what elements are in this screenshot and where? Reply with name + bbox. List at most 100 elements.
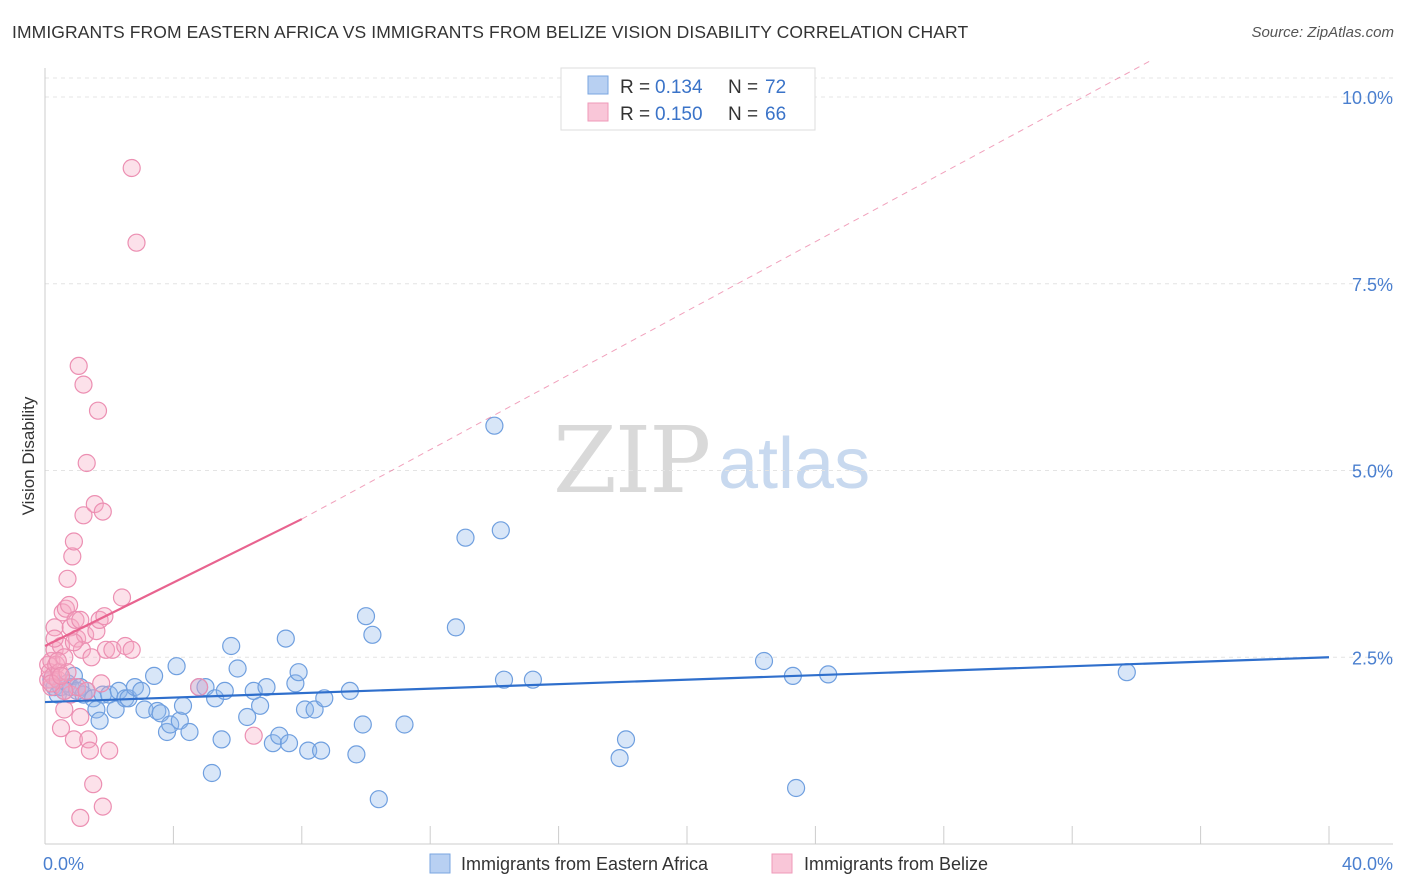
belize-trend-line: [44, 518, 303, 648]
eastern-africa-point-39: [222, 636, 241, 656]
eastern-africa-point-69: [610, 748, 629, 768]
eastern-africa-point-29: [167, 657, 186, 676]
legend-n-label-1: N =: [728, 77, 758, 98]
eastern-africa-point-50: [289, 663, 308, 682]
belize-point-17: [58, 569, 77, 588]
y-tick-label-2: 7.5%: [1352, 275, 1393, 295]
eastern-africa-point-46: [270, 726, 289, 745]
eastern-africa-point-63: [446, 618, 465, 637]
y-axis-title: Vision Disability: [19, 396, 38, 515]
eastern-africa-point-71: [754, 651, 774, 671]
eastern-africa-point-70: [616, 730, 636, 749]
belize-point-64: [42, 674, 61, 693]
legend-n-value-2: 66: [765, 104, 786, 125]
eastern-africa-point-40: [228, 659, 247, 678]
watermark: ZIP atlas: [553, 407, 870, 514]
chart-source: Source: ZipAtlas.com: [1251, 24, 1394, 41]
belize-point-39: [82, 648, 101, 667]
eastern-africa-point-49: [286, 674, 305, 693]
belize-point-30: [71, 707, 90, 727]
eastern-africa-point-14: [90, 711, 109, 730]
bottom-legend-swatch-pink: [771, 853, 793, 874]
eastern-africa-point-36: [206, 689, 225, 708]
eastern-africa-point-65: [485, 416, 504, 435]
bottom-legend-label-2: Immigrants from Belize: [804, 854, 988, 874]
eastern-africa-point-64: [456, 528, 475, 547]
legend-swatch-pink: [587, 102, 609, 122]
eastern-africa-point-44: [257, 677, 276, 697]
belize-point-25: [66, 610, 85, 630]
belize-trend-extension: [301, 59, 1153, 520]
belize-point-35: [77, 453, 96, 473]
y-tick-label-3: 10.0%: [1342, 88, 1393, 108]
x-tick-label-max: 40.0%: [1342, 854, 1393, 874]
belize-point-36: [77, 681, 96, 701]
belize-point-22: [63, 547, 82, 566]
gridlines: [45, 77, 1393, 658]
belize-point-40: [84, 775, 103, 794]
belize-point-46: [93, 502, 112, 521]
correlation-legend: R = 0.134 N = 72 R = 0.150 N = 66: [560, 67, 816, 131]
legend-n-label-2: N =: [728, 104, 758, 125]
eastern-africa-point-75: [1117, 663, 1136, 682]
watermark-atlas: atlas: [718, 424, 870, 504]
eastern-africa-point-66: [491, 521, 510, 540]
belize-point-60: [48, 651, 67, 671]
eastern-africa-point-55: [315, 689, 334, 708]
belize-point-23: [64, 532, 84, 551]
eastern-africa-point-73: [786, 778, 806, 798]
y-tick-labels: 2.5% 5.0% 7.5% 10.0%: [1342, 88, 1393, 668]
axes: [44, 68, 1393, 845]
belize-point-58: [244, 726, 263, 745]
eastern-africa-point-60: [363, 625, 382, 644]
eastern-africa-point-43: [251, 696, 270, 715]
bottom-legend-swatch-blue: [429, 853, 451, 874]
eastern-africa-point-67: [494, 670, 514, 689]
eastern-africa-point-57: [347, 745, 366, 764]
eastern-africa-point-32: [180, 722, 199, 742]
belize-point-55: [122, 158, 141, 178]
eastern-africa-point-41: [238, 707, 257, 727]
eastern-africa-point-61: [369, 790, 388, 809]
belize-point-63: [71, 808, 90, 828]
bottom-legend-label-1: Immigrants from Eastern Africa: [461, 854, 709, 874]
chart-title: IMMIGRANTS FROM EASTERN AFRICA VS IMMIGR…: [12, 22, 969, 42]
y-tick-label-0: 2.5%: [1352, 648, 1393, 668]
belize-point-54: [122, 640, 141, 659]
legend-swatch-blue: [587, 75, 609, 95]
legend-r-label-1: R =: [620, 77, 650, 98]
series-legend: Immigrants from Eastern Africa Immigrant…: [429, 853, 988, 874]
belize-point-24: [64, 730, 84, 749]
belize-point-11: [51, 719, 71, 738]
legend-r-value-1: 0.134: [655, 77, 703, 98]
belize-point-38: [80, 741, 100, 760]
y-tick-label-1: 5.0%: [1352, 462, 1393, 482]
belize-point-62: [64, 633, 84, 652]
belize-point-28: [69, 356, 88, 375]
belize-point-42: [87, 621, 106, 641]
belize-point-43: [88, 401, 108, 420]
belize-point-49: [96, 640, 116, 659]
belize-point-65: [51, 666, 71, 686]
eastern-africa-point-58: [353, 715, 372, 734]
belize-point-47: [93, 797, 112, 816]
eastern-africa-point-24: [145, 666, 164, 686]
trend-lines: [44, 59, 1330, 704]
legend-n-value-1: 72: [765, 77, 786, 98]
legend-r-label-2: R =: [620, 104, 650, 125]
eastern-africa-point-37: [212, 730, 231, 749]
watermark-zip: ZIP: [553, 407, 709, 514]
belize-point-33: [74, 375, 93, 394]
belize-point-56: [127, 233, 146, 252]
eastern-africa-point-28: [161, 715, 180, 734]
eastern-africa-point-31: [173, 696, 193, 715]
belize-point-32: [74, 506, 93, 525]
legend-r-value-2: 0.150: [655, 104, 703, 125]
belize-point-57: [190, 677, 209, 697]
eastern-africa-point-25: [148, 701, 167, 721]
belize-point-50: [100, 741, 119, 760]
eastern-africa-point-22: [132, 681, 151, 701]
eastern-africa-point-35: [202, 763, 221, 783]
belize-point-52: [112, 588, 132, 607]
